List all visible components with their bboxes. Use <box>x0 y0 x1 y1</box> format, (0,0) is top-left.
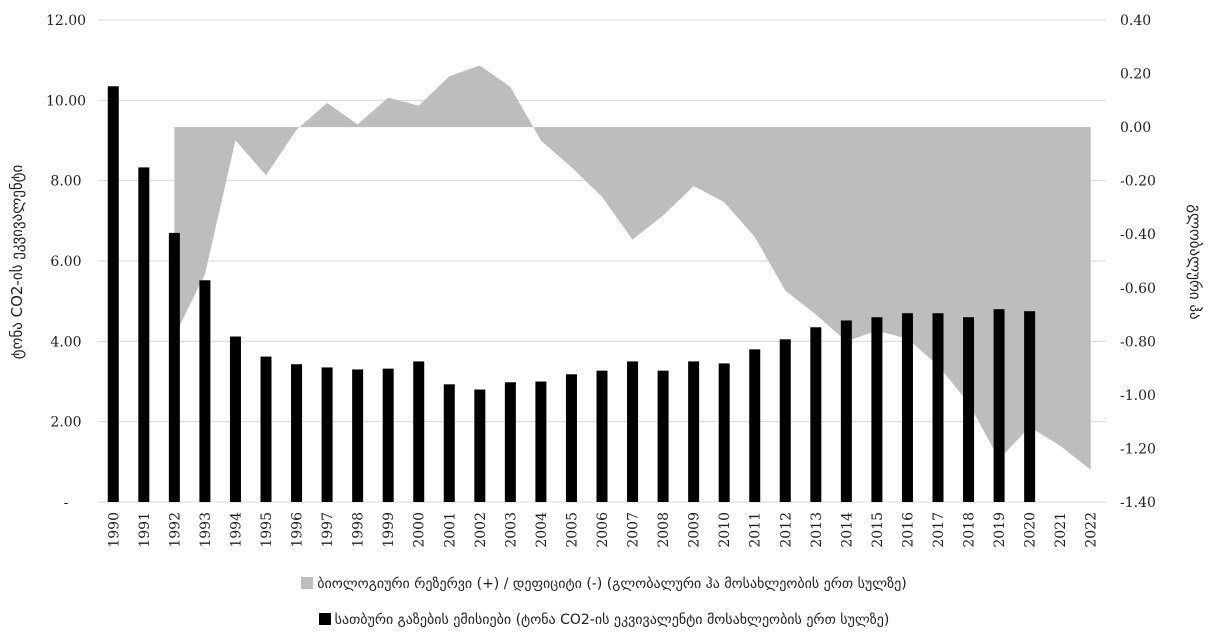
emissions-bar-2006 <box>596 370 608 502</box>
x-tick-label: 1997 <box>320 512 336 548</box>
right-tick-label: -0.80 <box>1120 334 1156 350</box>
x-tick-label: 1998 <box>351 512 367 548</box>
x-tick-label: 1995 <box>259 512 275 548</box>
emissions-bar-1995 <box>260 356 272 502</box>
emissions-bar-2012 <box>779 339 791 502</box>
left-axis-ticks: 12.00 10.00 8.00 6.00 4.00 2.00 - <box>46 13 86 511</box>
emissions-bar-2003 <box>504 382 516 502</box>
emissions-bar-2015 <box>871 317 883 502</box>
emissions-bar-2005 <box>565 374 577 502</box>
x-tick-label: 2021 <box>1053 512 1069 548</box>
x-tick-label: 2006 <box>595 512 611 548</box>
x-tick-label: 2003 <box>503 512 519 548</box>
right-tick-label: -1.40 <box>1120 495 1156 511</box>
left-tick-label: 4.00 <box>50 334 81 350</box>
emissions-bar-1998 <box>352 369 364 502</box>
left-tick-label: - <box>64 495 69 511</box>
right-tick-label: 0.40 <box>1120 13 1151 29</box>
right-tick-label: -1.00 <box>1120 388 1156 404</box>
right-tick-label: -1.20 <box>1120 441 1156 457</box>
emissions-bar-1991 <box>138 167 150 502</box>
emissions-bar-2017 <box>932 313 944 502</box>
right-tick-label: 0.20 <box>1120 67 1151 83</box>
emissions-bar-2011 <box>749 349 761 502</box>
emissions-bar-2010 <box>718 363 730 502</box>
x-tick-label: 2013 <box>809 512 825 548</box>
emissions-bar-2000 <box>413 361 425 502</box>
x-tick-label: 2000 <box>412 512 428 548</box>
x-tick-label: 2009 <box>687 512 703 548</box>
x-tick-label: 2008 <box>656 512 672 548</box>
x-tick-label: 1993 <box>198 512 214 548</box>
emissions-bar-2018 <box>963 317 975 502</box>
emissions-bar-2016 <box>901 313 913 502</box>
x-tick-label: 2014 <box>839 512 855 548</box>
emissions-bar-series <box>107 86 1036 503</box>
x-tick-label: 2022 <box>1084 512 1100 548</box>
emissions-bar-1996 <box>291 364 303 502</box>
x-tick-label: 2018 <box>962 512 978 548</box>
legend-label-emissions: სათბური გაზების ემისიები (ტონა CO2-ის ეკ… <box>334 612 890 628</box>
right-axis-ticks: 0.40 0.20 0.00 -0.20 -0.40 -0.60 -0.80 -1.00 -1.… <box>1120 13 1156 511</box>
legend-swatch-biocapacity <box>301 577 314 589</box>
x-tick-label: 2020 <box>1023 512 1039 548</box>
legend-label-biocapacity: ბიოლოგიური რეზერვი (+) / დეფიციტი (-) (გ… <box>317 576 907 592</box>
emissions-bar-1993 <box>199 280 211 502</box>
right-tick-label: 0.00 <box>1120 120 1151 136</box>
x-tick-label: 2005 <box>564 512 580 548</box>
emissions-bar-1990 <box>107 86 119 503</box>
left-tick-label: 10.00 <box>46 93 86 109</box>
x-tick-label: 1991 <box>137 512 153 548</box>
right-tick-label: -0.40 <box>1120 227 1156 243</box>
x-tick-label: 1994 <box>228 512 244 548</box>
right-tick-label: -0.20 <box>1120 174 1156 190</box>
x-tick-label: 2011 <box>748 512 764 548</box>
x-tick-label: 2004 <box>534 512 550 548</box>
left-tick-label: 6.00 <box>50 254 81 270</box>
x-tick-label: 2010 <box>717 512 733 548</box>
x-tick-label: 2001 <box>442 512 458 548</box>
left-tick-label: 8.00 <box>50 174 81 190</box>
biocapacity-area <box>174 65 1091 470</box>
emissions-bar-1992 <box>168 232 180 502</box>
emissions-bar-2013 <box>810 327 822 502</box>
right-tick-label: -0.60 <box>1120 281 1156 297</box>
emissions-bar-2007 <box>627 361 639 502</box>
x-tick-label: 1990 <box>106 512 122 548</box>
left-tick-label: 12.00 <box>46 13 86 29</box>
emissions-bar-2008 <box>657 370 669 502</box>
biocapacity-area-series <box>174 65 1091 470</box>
emissions-bar-1994 <box>229 336 241 502</box>
x-tick-label: 2016 <box>900 512 916 548</box>
legend-item-biocapacity: ბიოლოგიური რეზერვი (+) / დეფიციტი (-) (გ… <box>0 576 1208 592</box>
x-tick-label: 2019 <box>992 512 1008 548</box>
emissions-bar-2009 <box>688 361 700 502</box>
x-tick-label: 2007 <box>626 512 642 548</box>
emissions-bar-2004 <box>535 381 547 502</box>
left-axis-title: ტონა CO2-ის ეკვივალენტი <box>8 165 26 360</box>
x-tick-label: 1999 <box>381 512 397 548</box>
emissions-bar-2014 <box>840 320 852 502</box>
emissions-bar-2001 <box>443 384 455 502</box>
x-tick-label: 2002 <box>473 512 489 548</box>
x-tick-label: 1992 <box>167 512 183 548</box>
legend-swatch-emissions <box>318 613 331 625</box>
emissions-bar-2002 <box>474 389 486 502</box>
emissions-bar-1999 <box>382 368 394 502</box>
x-axis-ticks: 1990 1991 1992 1993 1994 1995 1996 1997 1998 1999… <box>106 512 1099 548</box>
x-tick-label: 1996 <box>290 512 306 548</box>
emissions-bar-2020 <box>1024 311 1036 502</box>
legend-item-emissions: სათბური გაზების ემისიები (ტონა CO2-ის ეკ… <box>0 612 1208 628</box>
x-tick-label: 2017 <box>931 512 947 548</box>
right-axis-title: გლობალური ჰა <box>1186 204 1204 319</box>
x-tick-label: 2012 <box>778 512 794 548</box>
x-tick-label: 2015 <box>870 512 886 548</box>
emissions-bar-1997 <box>321 367 333 502</box>
emissions-bar-2019 <box>993 309 1005 502</box>
left-tick-label: 2.00 <box>50 415 81 431</box>
